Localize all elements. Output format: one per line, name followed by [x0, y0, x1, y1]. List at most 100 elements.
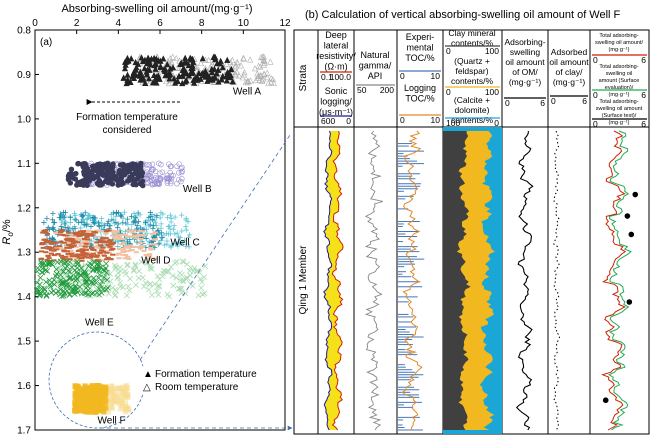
toc-exp-header: TOC/%	[405, 53, 434, 63]
room-temperature-point	[148, 266, 155, 272]
formation-temperature-point	[57, 272, 64, 278]
formation-temperature-point	[57, 245, 63, 248]
room-temperature-point	[139, 246, 145, 249]
panel-a-ylabel: Ro/%	[1, 219, 15, 244]
formation-temperature-point	[69, 255, 76, 258]
formation-temperature-point	[90, 266, 97, 273]
room-temperature-point	[145, 179, 151, 185]
gamma-header: Natural	[360, 50, 389, 60]
formation-temperature-point	[50, 225, 56, 232]
panel-a-y-ticks: 0.8 0.9 1.0 1.1 1.2 1.3 1.4 1.5 1.6 1.7	[17, 26, 39, 437]
formation-temperature-point	[142, 79, 149, 87]
formation-temperature-point	[90, 407, 97, 413]
room-temperature-point	[167, 231, 174, 237]
total1-header: swelling oil amount/	[595, 40, 643, 46]
panel-a-label: (a)	[40, 37, 52, 48]
formation-temperature-point	[89, 254, 95, 257]
room-temperature-point	[65, 236, 71, 239]
formation-temperature-point	[48, 252, 54, 255]
room-temperature-point	[145, 286, 152, 293]
room-temperature-point	[114, 275, 121, 282]
room-temperature-point	[255, 72, 263, 80]
room-temperature-point	[173, 54, 180, 62]
total2-header: Total adsorbing-	[599, 64, 638, 70]
room-temperature-point	[223, 60, 230, 67]
formation-temperature-point	[202, 70, 210, 77]
well-cluster-5	[72, 382, 132, 415]
room-temperature-point	[257, 71, 264, 79]
clay-oil-header: oil amount	[549, 57, 589, 67]
formation-temperature-point	[38, 257, 44, 260]
room-temperature-point	[111, 234, 117, 237]
x-tick-label: 4	[116, 18, 122, 29]
room-temperature-point	[99, 215, 105, 222]
formation-temperature-point	[58, 240, 64, 243]
total-test-scale-max: 6	[641, 119, 646, 129]
room-temperature-point	[128, 230, 134, 233]
room-temperature-point	[139, 63, 146, 71]
formation-temperature-point	[97, 281, 104, 288]
formation-temperature-point	[84, 403, 90, 409]
room-temperature-point	[130, 245, 136, 248]
room-temperature-point	[144, 254, 150, 257]
y-tick-label: 1.1	[17, 159, 31, 170]
room-temperature-point	[237, 62, 245, 69]
formation-temperature-point	[51, 259, 57, 262]
panel-a-xlabel: Absorbing-swelling oil amount/(mg·g⁻¹)	[61, 3, 252, 15]
room-temperature-point	[177, 270, 183, 276]
room-temperature-point	[78, 225, 84, 231]
room-temperature-point	[107, 278, 114, 285]
formation-temperature-point	[67, 268, 73, 275]
formation-temperature-point	[117, 212, 124, 218]
formation-temperature-point	[130, 181, 136, 188]
formation-temperature-point	[53, 241, 59, 244]
formation-temperature-point	[110, 253, 116, 256]
formation-temperature-point	[191, 79, 198, 86]
formation-temperature-point	[145, 56, 153, 63]
formation-temperature-point	[83, 232, 89, 235]
room-temperature-point	[122, 394, 129, 401]
room-temperature-point	[84, 215, 91, 221]
room-temperature-point	[94, 246, 100, 249]
formation-temperature-point	[97, 392, 103, 398]
formation-temperature-point	[46, 246, 52, 249]
room-temperature-point	[120, 250, 126, 253]
room-temperature-point	[240, 55, 247, 62]
formation-temperature-point	[98, 249, 105, 252]
room-temperature-point	[116, 247, 122, 250]
room-temperature-point	[173, 274, 180, 281]
formation-temperature-point	[95, 259, 101, 262]
total2-header: swelling oil	[606, 71, 633, 77]
formation-temperature-point	[85, 263, 92, 270]
sonic-curve	[323, 130, 333, 431]
room-temperature-point	[169, 53, 176, 60]
formation-temperature-point	[43, 231, 49, 234]
room-temperature-point	[114, 253, 120, 256]
room-temperature-point	[179, 258, 186, 265]
well-cluster-0	[120, 53, 277, 87]
room-temperature-point	[179, 168, 186, 174]
room-temperature-point	[254, 70, 261, 77]
resistivity-scale-max: 100.0	[330, 72, 352, 82]
toc-log-scale-min: 0	[400, 115, 405, 125]
panel-b-tracks	[323, 127, 639, 434]
room-temperature-point	[147, 253, 153, 256]
panel-b-well-log: (b) Calculation of vertical absorbing-sw…	[293, 9, 650, 435]
room-temperature-point	[153, 174, 159, 181]
room-temperature-point	[132, 214, 138, 220]
surface-test-point	[626, 299, 633, 305]
room-temperature-point	[173, 258, 180, 265]
formation-temperature-point	[76, 235, 82, 238]
formation-temperature-point	[120, 74, 127, 81]
toc-exp-header: Experi-	[406, 32, 435, 42]
formation-temperature-point	[158, 230, 164, 236]
formation-temperature-point	[80, 251, 86, 254]
room-temperature-point	[132, 262, 139, 269]
room-temperature-point	[125, 255, 131, 258]
formation-temperature-point	[103, 237, 109, 240]
room-temperature-point	[175, 243, 181, 249]
room-temperature-point	[87, 241, 93, 244]
well-label: Well E	[85, 318, 114, 329]
formation-temperature-point	[94, 254, 100, 257]
formation-temperature-point	[98, 244, 104, 247]
